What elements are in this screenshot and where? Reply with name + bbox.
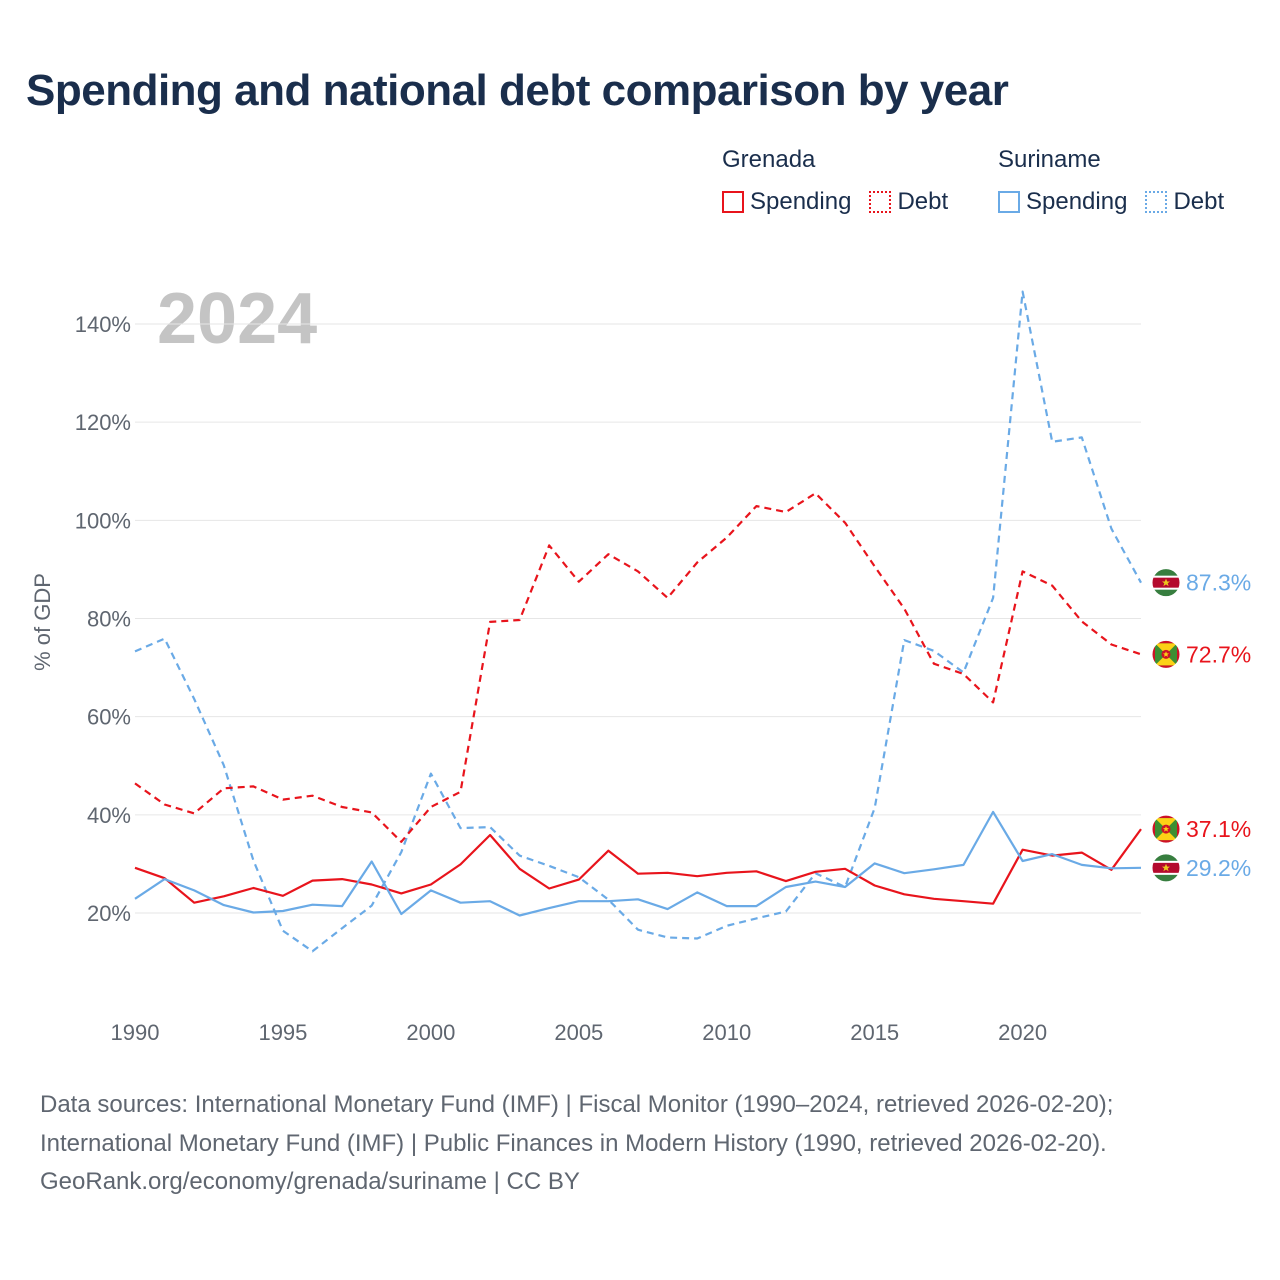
x-tick-label: 1995 (258, 1020, 307, 1045)
y-axis-label: % of GDP (30, 573, 55, 671)
end-value-label: 72.7% (1186, 641, 1251, 667)
x-tick-label: 2015 (850, 1020, 899, 1045)
suriname-flag-icon (1151, 853, 1181, 883)
x-tick-label: 2020 (998, 1020, 1047, 1045)
y-tick-label: 40% (87, 803, 131, 828)
y-tick-label: 100% (75, 508, 131, 533)
legend-suriname-heading: Suriname (998, 146, 1101, 173)
solid-line-swatch-icon (998, 191, 1020, 213)
x-tick-label: 2010 (702, 1020, 751, 1045)
dotted-line-swatch-icon (1145, 191, 1168, 213)
x-tick-label: 2005 (554, 1020, 603, 1045)
footer-line-1: Data sources: International Monetary Fun… (40, 1091, 1114, 1118)
solid-line-swatch-icon (722, 191, 744, 213)
legend-grenada-spending[interactable]: Spending (722, 188, 851, 216)
line-chart: 2024 % of GDP 20% 40% 60% 80% 100% 120% 140% 1… (30, 279, 1251, 1045)
series-line-grenada-spending (134, 828, 1142, 905)
series-line-suriname-debt (134, 290, 1142, 953)
x-tick-label: 1990 (111, 1020, 160, 1045)
year-watermark: 2024 (157, 279, 317, 359)
y-tick-label: 60% (87, 705, 131, 730)
end-value-label: 29.2% (1186, 855, 1251, 881)
suriname-flag-icon (1151, 568, 1181, 598)
y-tick-label: 20% (87, 901, 131, 926)
chart-title: Spending and national debt comparison by… (26, 66, 1009, 115)
legend-grenada: Grenada Spending Debt (722, 146, 966, 216)
end-value-label: 37.1% (1186, 816, 1251, 842)
legend-suriname: Suriname Spending Debt (998, 146, 1224, 216)
legend-grenada-heading: Grenada (722, 146, 816, 173)
footer-line-2: International Monetary Fund (IMF) | Publ… (40, 1129, 1107, 1157)
dotted-line-swatch-icon (869, 191, 892, 213)
legend-suriname-spending[interactable]: Spending (998, 188, 1127, 216)
footer-sources: Data sources: International Monetary Fun… (40, 1086, 1113, 1202)
grenada-flag-icon (1151, 814, 1181, 844)
grenada-flag-icon (1151, 639, 1181, 669)
legend-grenada-spending-label: Spending (750, 188, 852, 215)
legend-grenada-debt-label: Debt (897, 188, 949, 215)
series-line-suriname-spending (134, 810, 1142, 917)
footer-line-3: GeoRank.org/economy/grenada/suriname | C… (40, 1168, 580, 1195)
y-tick-label: 120% (75, 410, 131, 435)
end-value-label: 87.3% (1186, 570, 1251, 596)
y-tick-label: 140% (75, 312, 131, 337)
legend-grenada-debt[interactable]: Debt (869, 188, 948, 216)
series-line-grenada-debt (134, 492, 1142, 843)
x-tick-label: 2000 (406, 1020, 455, 1045)
legend-suriname-spending-label: Spending (1026, 188, 1128, 215)
legend-suriname-debt-label: Debt (1173, 188, 1225, 215)
y-tick-label: 80% (87, 607, 131, 632)
legend-suriname-debt[interactable]: Debt (1145, 188, 1224, 216)
